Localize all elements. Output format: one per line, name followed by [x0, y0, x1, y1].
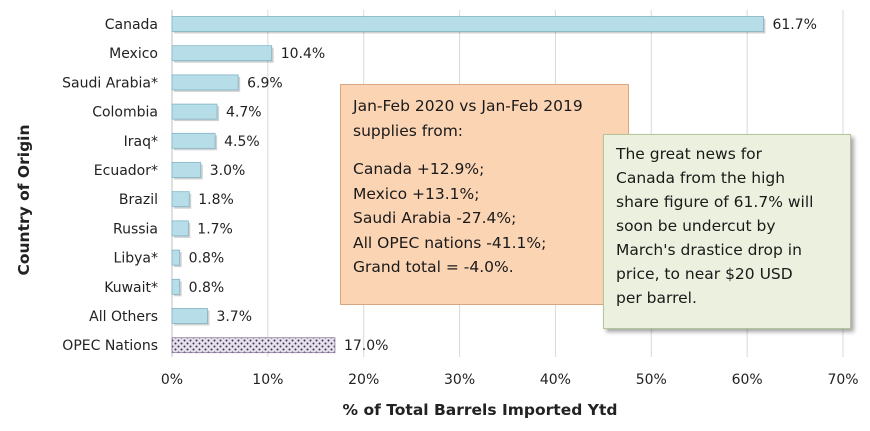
comparison-line-mexico: Mexico +13.1%;	[353, 184, 480, 203]
x-tick-label: 30%	[444, 372, 475, 388]
category-label: Kuwait*	[104, 280, 158, 296]
x-tick-label: 0%	[161, 372, 183, 388]
value-label: 1.7%	[197, 221, 233, 237]
value-label: 10.4%	[281, 46, 325, 62]
value-label: 3.0%	[210, 163, 246, 179]
comparison-line-canada: Canada +12.9%;	[353, 160, 485, 178]
bar	[171, 16, 764, 32]
category-label: Libya*	[114, 251, 158, 267]
value-label: 17.0%	[344, 338, 388, 354]
value-labels: 61.7% 10.4% 6.9% 4.7% 4.5% 3.0% 1.8% 1.7% 0.8% 0.…	[189, 17, 817, 354]
bar	[171, 308, 208, 324]
bar	[171, 220, 189, 237]
category-label: All Others	[89, 309, 158, 325]
canada-note: The great news for Canada from the high …	[603, 134, 851, 329]
bar	[171, 162, 202, 178]
comparison-note: Jan-Feb 2020 vs Jan-Feb 2019 supplies fr…	[340, 84, 629, 305]
x-tick-label: 10%	[252, 372, 283, 388]
value-label: 61.7%	[772, 17, 816, 33]
category-label: Mexico	[109, 46, 158, 62]
category-label: Canada	[105, 17, 158, 33]
x-tick-label: 40%	[540, 372, 571, 388]
value-label: 6.9%	[247, 75, 283, 91]
x-tick-label: 70%	[827, 372, 858, 388]
value-label: 0.8%	[189, 251, 225, 267]
category-label: Colombia	[92, 105, 158, 121]
x-tick-label: 20%	[348, 372, 379, 388]
bars	[171, 16, 766, 354]
category-label: Russia	[113, 221, 158, 237]
bar	[171, 45, 273, 62]
comparison-line-saudi-arabia: Saudi Arabia -27.4%;	[353, 209, 517, 227]
y-axis-title: Country of Origin	[15, 124, 33, 275]
comparison-line-opec: All OPEC nations -41.1%;	[353, 233, 547, 252]
category-label: Iraq*	[124, 134, 158, 150]
bar	[171, 132, 216, 149]
x-axis-title: % of Total Barrels Imported Ytd	[343, 401, 618, 419]
value-label: 3.7%	[216, 309, 252, 325]
value-label: 4.5%	[224, 134, 260, 150]
category-labels: Canada Mexico Saudi Arabia* Colombia Iraq* Ec…	[62, 17, 158, 354]
x-tick-label: 50%	[636, 372, 667, 388]
comparison-note-heading: Jan-Feb 2020 vs Jan-Feb 2019 supplies fr…	[353, 97, 583, 140]
value-label: 1.8%	[198, 192, 234, 208]
bar	[171, 249, 181, 266]
bar	[171, 278, 181, 295]
comparison-line-total: Grand total = -4.0%.	[353, 258, 514, 276]
category-label: Ecuador*	[94, 163, 158, 179]
category-label: Saudi Arabia*	[62, 75, 158, 91]
x-tick-labels: 0% 10% 20% 30% 40% 50% 60% 70%	[161, 372, 859, 388]
bar	[171, 74, 239, 91]
category-label: Brazil	[119, 192, 158, 208]
value-label: 0.8%	[189, 280, 225, 296]
value-label: 4.7%	[226, 105, 262, 121]
bar	[171, 337, 336, 354]
x-tick-label: 60%	[732, 372, 763, 388]
bar	[171, 103, 218, 120]
category-label: OPEC Nations	[62, 338, 158, 354]
canada-note-text: The great news for Canada from the high …	[616, 145, 814, 307]
bar	[171, 191, 190, 208]
